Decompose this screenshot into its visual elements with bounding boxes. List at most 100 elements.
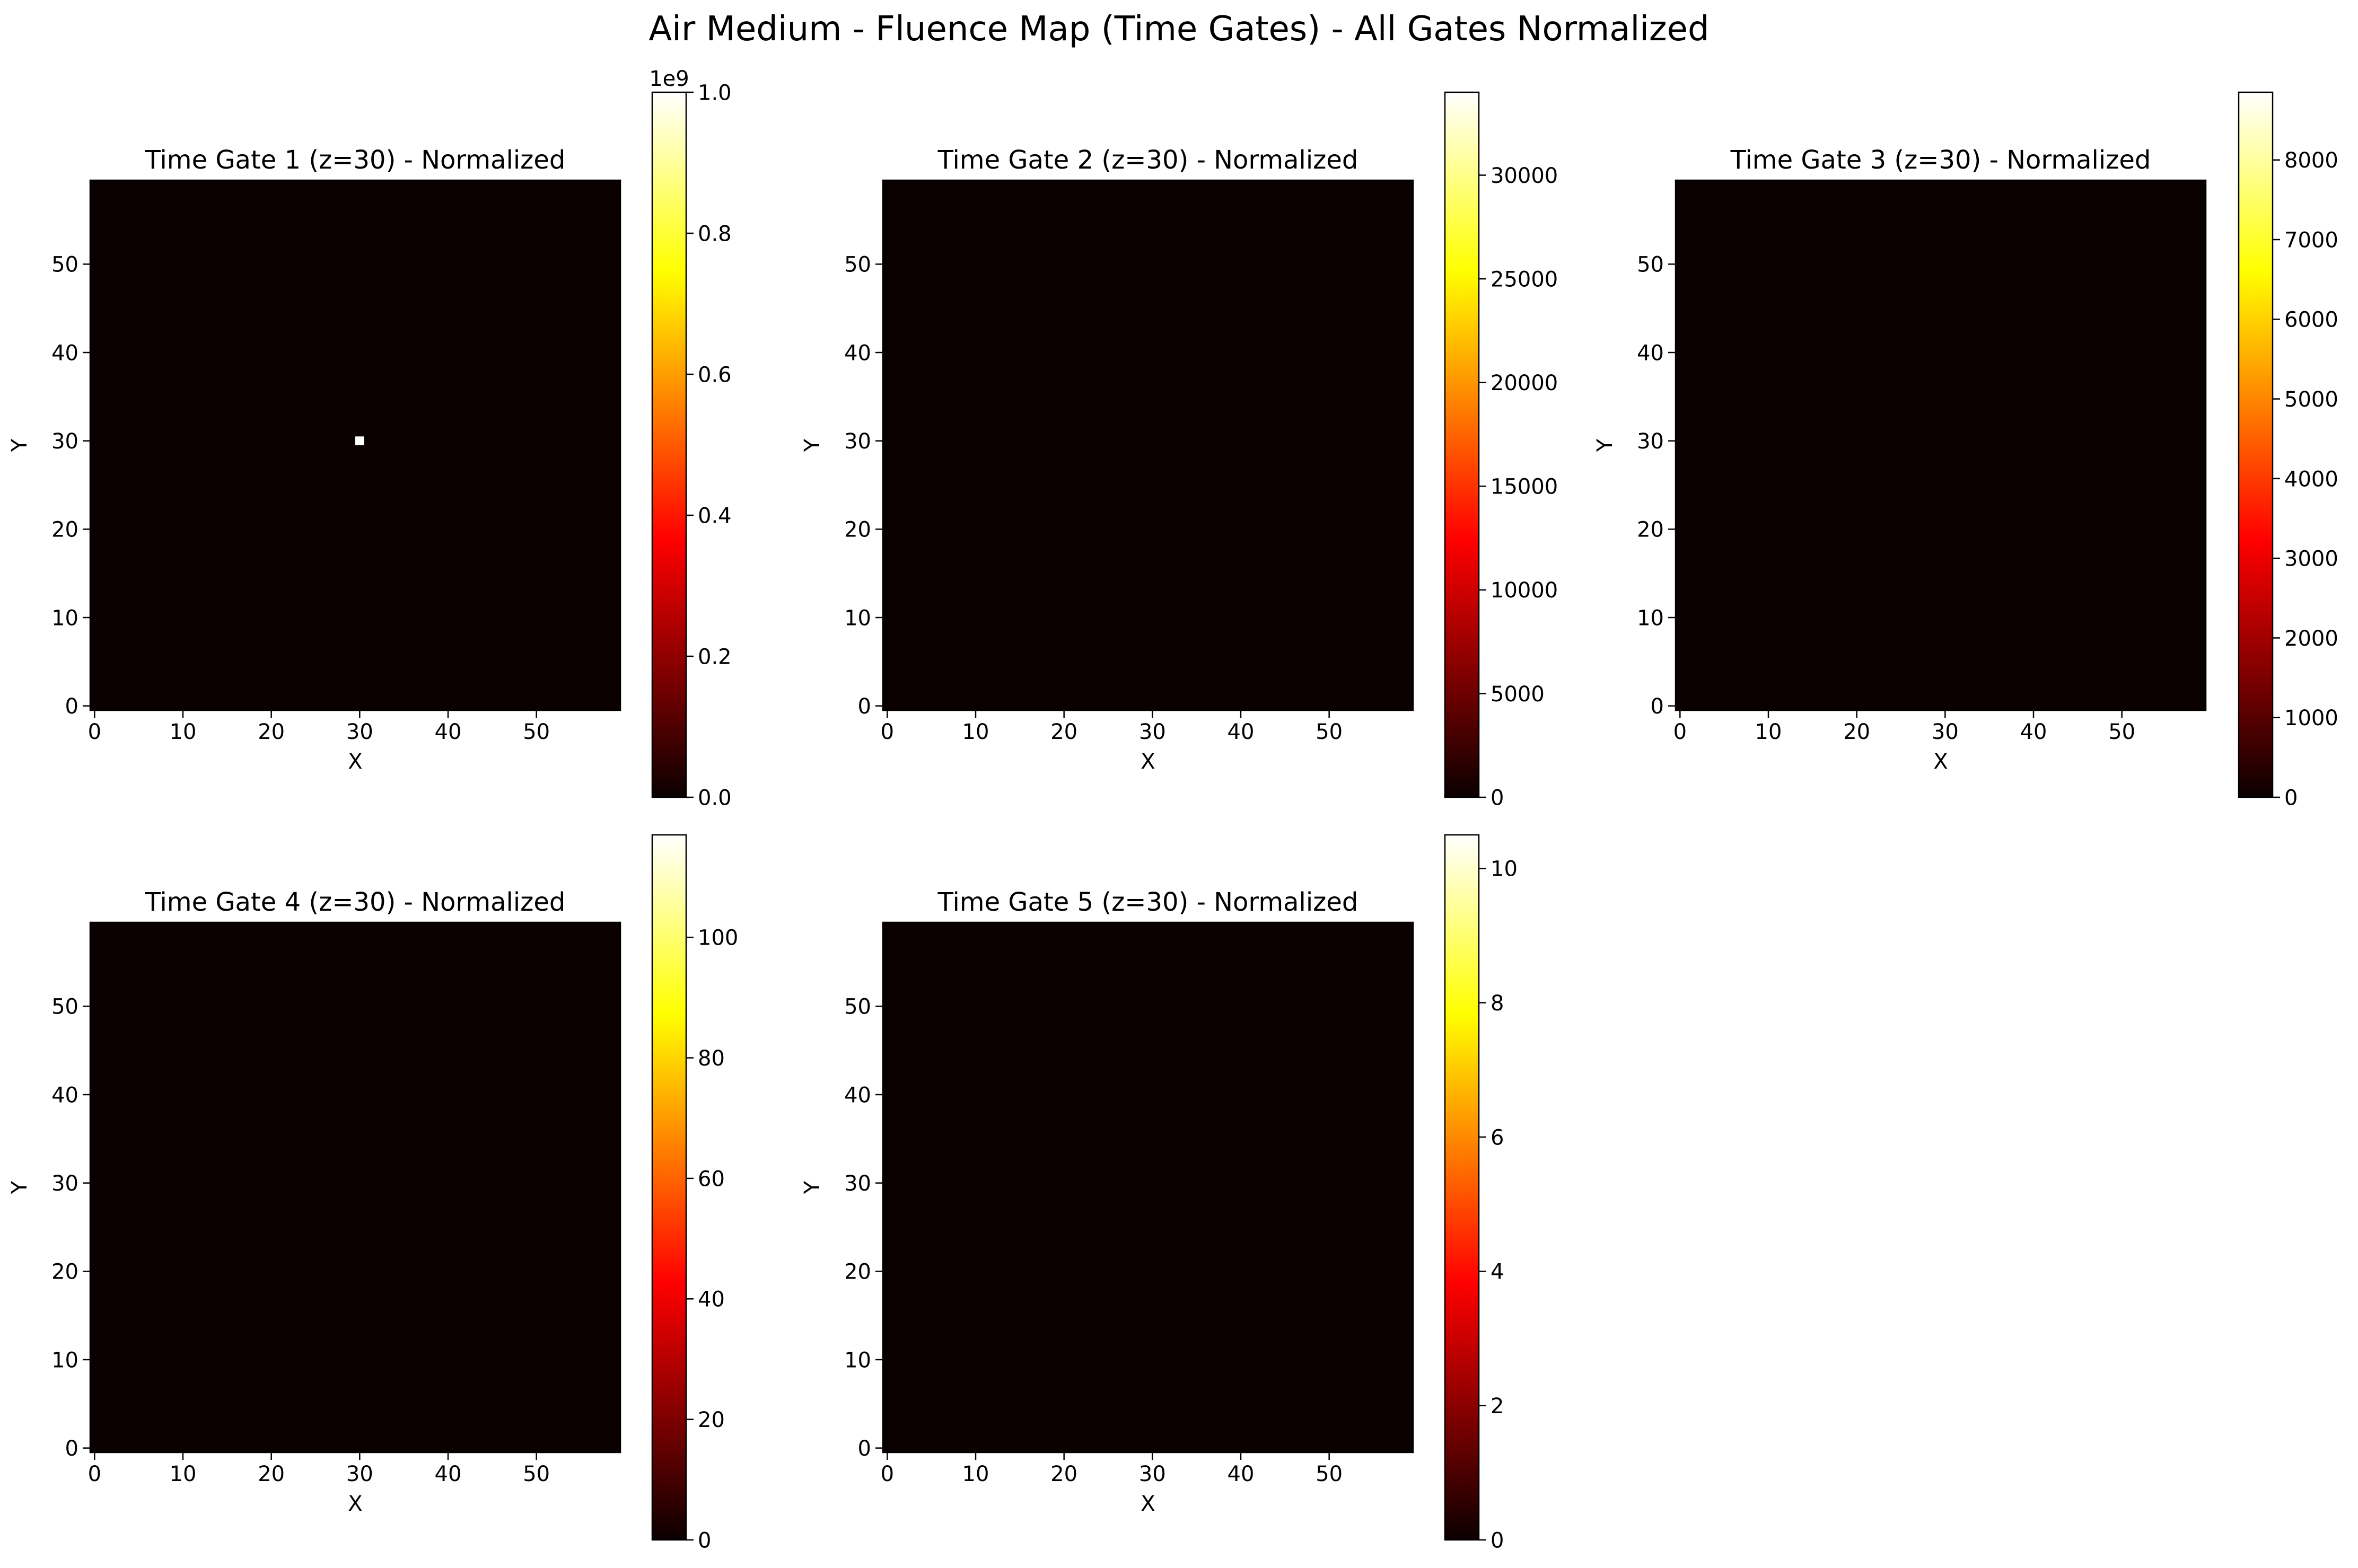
x-tick-label: 10: [170, 1462, 197, 1486]
heatmap-image: [1676, 180, 2206, 710]
y-axis-label: Y: [7, 1181, 32, 1194]
x-tick-label: 20: [1050, 1462, 1077, 1486]
y-axis-label: Y: [1593, 438, 1617, 452]
colorbar-tick-label: 8: [1491, 991, 1504, 1016]
y-tick-label: 50: [844, 995, 871, 1019]
colorbar-tick-label: 6000: [2284, 308, 2338, 332]
x-tick-label: 20: [1843, 720, 1870, 744]
y-tick-label: 40: [844, 341, 871, 365]
x-tick-label: 20: [258, 1462, 285, 1486]
x-axis-label: X: [1141, 1492, 1155, 1516]
axes-frame: [89, 179, 621, 711]
colorbar-tick-label: 20: [698, 1408, 725, 1432]
x-tick-label: 10: [962, 1462, 989, 1486]
subplot-3: 0 10 20 30 40 50 0 10 20 30 40 50 Time Gate 3 (z=30)…: [1593, 91, 2338, 810]
y-tick-label: 20: [51, 1260, 78, 1284]
axes-frame: [882, 921, 1414, 1454]
colorbar-tick-label: 4000: [2284, 467, 2338, 491]
colorbar-tick-label: 1.0: [698, 81, 732, 105]
colorbar-tick-label: 0.2: [698, 645, 732, 669]
x-tick-label: 30: [1139, 720, 1166, 744]
x-axis-label: X: [1141, 750, 1155, 774]
subplot-title: Time Gate 1 (z=30) - Normalized: [145, 145, 566, 175]
y-tick-label: 0: [65, 1437, 78, 1461]
x-tick-label: 30: [346, 720, 373, 744]
colorbar-tick-label: 4: [1491, 1260, 1504, 1284]
x-tick-label: 50: [523, 720, 550, 744]
colorbar-tick-label: 8000: [2284, 148, 2338, 173]
colorbar: [652, 92, 686, 797]
y-tick-label: 40: [51, 341, 78, 365]
x-axis-label: X: [348, 1492, 362, 1516]
x-tick-label: 10: [170, 720, 197, 744]
colorbar-frame: [1444, 91, 1480, 798]
y-tick-label: 40: [51, 1083, 78, 1107]
x-tick-label: 40: [435, 720, 462, 744]
colorbar: [1445, 92, 1479, 797]
colorbar-tick-label: 0: [698, 1528, 711, 1553]
x-tick-label: 0: [881, 720, 894, 744]
colorbar-tick-label: 25000: [1491, 267, 1558, 292]
colorbar-tick-label: 6: [1491, 1125, 1504, 1150]
subplot-1: 0 10 20 30 40 50 0 10 20 30 40 50 Time Gate 1 (z=30)…: [7, 67, 732, 810]
x-tick-label: 0: [881, 1462, 894, 1486]
colorbar-tick-label: 5000: [1491, 682, 1545, 707]
y-tick-label: 0: [1651, 694, 1664, 719]
axes-frame: [89, 921, 621, 1454]
colorbar-tick-label: 100: [698, 926, 738, 950]
colorbar-tick-label: 5000: [2284, 387, 2338, 412]
colorbar-tick-label: 10000: [1491, 578, 1558, 603]
colorbar-tick-label: 10: [1491, 857, 1518, 882]
colorbar-tick-label: 15000: [1491, 475, 1558, 499]
subplot-2: 0 10 20 30 40 50 0 10 20 30 40 50 Time Gate 2 (z=30)…: [800, 91, 1558, 810]
colorbar-tick-label: 1000: [2284, 706, 2338, 730]
y-tick-label: 30: [1637, 429, 1664, 454]
x-tick-label: 40: [1228, 1462, 1255, 1486]
x-axis-label: X: [348, 750, 362, 774]
colorbar-tick-label: 80: [698, 1046, 725, 1071]
x-tick-label: 40: [2020, 720, 2047, 744]
y-tick-label: 0: [858, 694, 871, 719]
colorbar: [1445, 835, 1479, 1540]
colorbar-tick-label: 0.8: [698, 222, 732, 246]
y-tick-label: 20: [844, 518, 871, 542]
hot-pixel: [355, 436, 364, 445]
subplot-title: Time Gate 3 (z=30) - Normalized: [1730, 145, 2151, 175]
y-tick-label: 20: [844, 1260, 871, 1284]
y-tick-label: 30: [844, 429, 871, 454]
y-tick-label: 40: [844, 1083, 871, 1107]
x-tick-label: 50: [523, 1462, 550, 1486]
y-tick-label: 50: [1637, 253, 1664, 277]
x-tick-label: 0: [88, 720, 101, 744]
colorbar-frame: [2238, 91, 2274, 798]
x-tick-label: 30: [1139, 1462, 1166, 1486]
x-tick-label: 0: [88, 1462, 101, 1486]
heatmap-image: [90, 922, 620, 1452]
x-tick-label: 50: [2108, 720, 2135, 744]
x-tick-label: 40: [1228, 720, 1255, 744]
y-axis-label: Y: [7, 438, 32, 452]
colorbar-tick-label: 0: [1491, 1528, 1504, 1553]
x-tick-label: 40: [435, 1462, 462, 1486]
subplot-title: Time Gate 4 (z=30) - Normalized: [145, 887, 566, 917]
x-tick-label: 0: [1673, 720, 1687, 744]
axes-frame: [1675, 179, 2207, 711]
y-tick-label: 10: [844, 1348, 871, 1372]
x-tick-label: 20: [258, 720, 285, 744]
x-tick-label: 50: [1316, 1462, 1343, 1486]
colorbar: [652, 835, 686, 1540]
x-tick-label: 20: [1050, 720, 1077, 744]
colorbar-tick-label: 30000: [1491, 164, 1558, 188]
subplot-title: Time Gate 2 (z=30) - Normalized: [937, 145, 1358, 175]
x-tick-label: 10: [962, 720, 989, 744]
y-tick-label: 50: [51, 995, 78, 1019]
subplot-title: Time Gate 5 (z=30) - Normalized: [937, 887, 1358, 917]
colorbar-tick-label: 7000: [2284, 228, 2338, 252]
heatmap-image: [883, 922, 1413, 1452]
colorbar-tick-label: 40: [698, 1288, 725, 1312]
colorbar-tick-label: 60: [698, 1167, 725, 1191]
y-tick-label: 10: [51, 606, 78, 630]
